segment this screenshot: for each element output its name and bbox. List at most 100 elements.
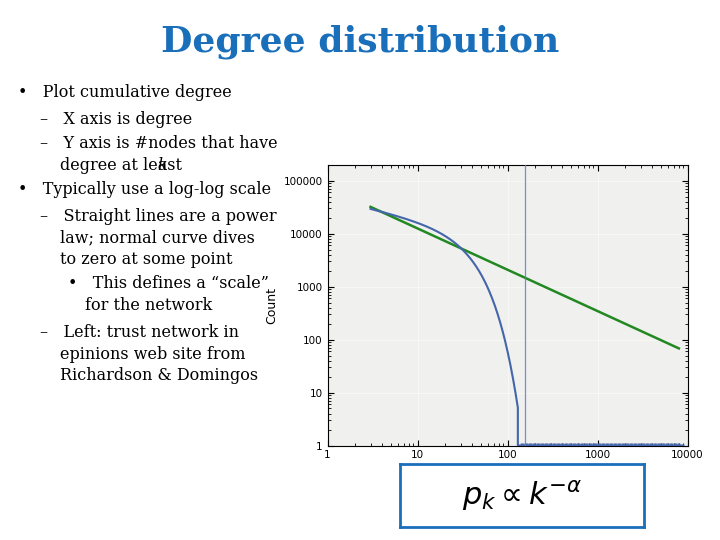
Point [617, 440, 629, 449]
Point [634, 440, 645, 449]
Y-axis label: Count: Count [265, 287, 278, 323]
Text: $p_k \propto k^{-\alpha}$: $p_k \propto k^{-\alpha}$ [462, 478, 582, 512]
Point [530, 440, 541, 449]
Point [584, 440, 595, 449]
Point [565, 440, 577, 449]
Point [652, 440, 663, 449]
Point [653, 440, 665, 449]
Point [570, 440, 581, 449]
Point [590, 440, 601, 449]
Point [615, 440, 626, 449]
Point [579, 440, 590, 449]
Point [536, 440, 548, 449]
Point [567, 440, 578, 449]
Point [654, 440, 666, 449]
Point [540, 440, 552, 449]
Point [600, 440, 611, 449]
Text: –   Left: trust network in: – Left: trust network in [40, 324, 238, 341]
Point [639, 440, 650, 449]
Text: degree at least: degree at least [60, 157, 187, 173]
Point [616, 440, 628, 449]
Text: epinions web site from: epinions web site from [60, 346, 246, 362]
Text: •   This defines a “scale”: • This defines a “scale” [68, 275, 269, 292]
Point [604, 440, 616, 449]
Point [523, 440, 534, 449]
Point [535, 440, 546, 449]
Point [568, 440, 580, 449]
Point [612, 440, 624, 449]
Point [642, 440, 654, 449]
Point [669, 440, 680, 449]
Point [640, 440, 652, 449]
Point [552, 440, 564, 449]
Point [524, 440, 536, 449]
Point [636, 440, 647, 449]
Point [672, 440, 683, 449]
Point [595, 440, 606, 449]
Point [667, 440, 678, 449]
Point [588, 440, 600, 449]
Point [572, 440, 584, 449]
Point [541, 440, 553, 449]
Point [656, 440, 667, 449]
Point [556, 440, 567, 449]
Text: –   X axis is degree: – X axis is degree [40, 111, 192, 127]
Point [527, 440, 539, 449]
Point [668, 440, 680, 449]
Point [593, 440, 605, 449]
Point [621, 440, 633, 449]
Point [637, 440, 649, 449]
Text: to zero at some point: to zero at some point [60, 251, 233, 268]
Point [547, 440, 559, 449]
Point [598, 440, 609, 449]
Point [519, 440, 531, 449]
Point [560, 440, 572, 449]
Point [573, 440, 585, 449]
Point [544, 440, 556, 449]
Point [599, 440, 611, 449]
Point [665, 440, 677, 449]
Point [659, 440, 670, 449]
Point [592, 440, 603, 449]
Text: Degree distribution: Degree distribution [161, 24, 559, 59]
Point [582, 440, 593, 449]
Point [539, 440, 550, 449]
Point [607, 440, 618, 449]
Point [634, 440, 646, 449]
Text: •   Plot cumulative degree: • Plot cumulative degree [18, 84, 232, 100]
Point [596, 440, 608, 449]
Point [626, 440, 638, 449]
Point [603, 440, 614, 449]
Point [587, 440, 598, 449]
Point [557, 440, 569, 449]
Point [554, 440, 565, 449]
Point [563, 440, 575, 449]
Point [518, 440, 529, 449]
Point [575, 440, 586, 449]
Point [577, 440, 589, 449]
Text: Richardson & Domingos: Richardson & Domingos [60, 367, 258, 384]
Point [608, 440, 619, 449]
Point [661, 440, 672, 449]
Point [660, 440, 671, 449]
Point [534, 440, 545, 449]
Point [664, 440, 675, 449]
Text: for the network: for the network [85, 297, 212, 314]
Point [546, 440, 557, 449]
Point [628, 440, 639, 449]
X-axis label: Out-degree: Out-degree [472, 466, 543, 479]
Point [611, 440, 622, 449]
Point [521, 440, 532, 449]
Point [657, 440, 669, 449]
Point [623, 440, 634, 449]
Text: law; normal curve dives: law; normal curve dives [60, 230, 255, 246]
Point [516, 440, 528, 449]
Point [515, 440, 526, 449]
Point [620, 440, 631, 449]
Point [670, 440, 682, 449]
Point [662, 440, 674, 449]
Point [564, 440, 576, 449]
Point [606, 440, 617, 449]
Point [580, 440, 592, 449]
Point [526, 440, 537, 449]
